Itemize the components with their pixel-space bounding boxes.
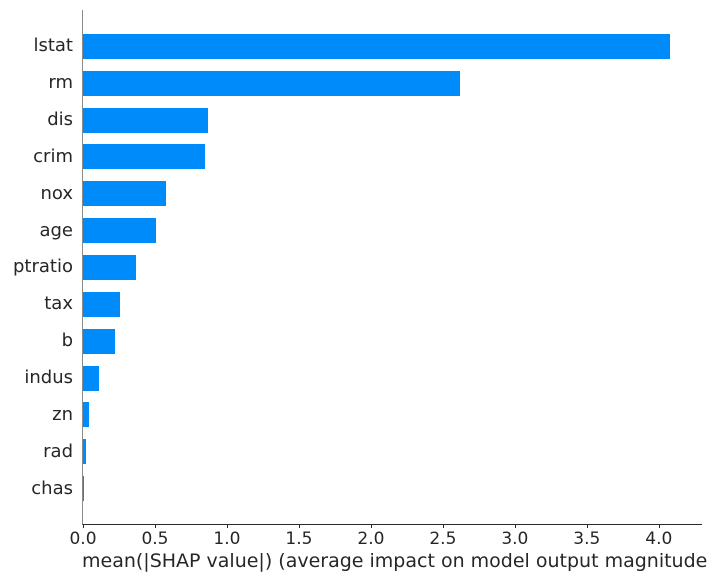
x-axis-ticks: 0.0 0.5 1.0 1.5 2.0 2.5 3.0 3.5 4.0 bbox=[69, 10, 702, 548]
feature-row-age: age bbox=[39, 212, 702, 249]
xtick-label-2.0: 2.0 bbox=[357, 529, 385, 549]
bar-nox bbox=[83, 181, 167, 207]
xtick-label-1.5: 1.5 bbox=[285, 529, 313, 549]
feature-row-nox: nox bbox=[40, 175, 702, 212]
xtick-label-0.5: 0.5 bbox=[141, 529, 169, 549]
xtick-mark-1.5 bbox=[298, 524, 300, 528]
feature-row-lstat: lstat bbox=[33, 28, 702, 65]
bar-tax bbox=[83, 291, 121, 317]
ytick-label-zn: zn bbox=[52, 403, 73, 425]
xtick-label-3.0: 3.0 bbox=[501, 529, 529, 549]
xtick-mark-3.5 bbox=[586, 524, 588, 528]
ytick-label-rm: rm bbox=[48, 72, 73, 94]
ytick-label-dis: dis bbox=[47, 109, 73, 131]
feature-row-crim: crim bbox=[33, 139, 702, 176]
xtick-label-0.0: 0.0 bbox=[69, 529, 97, 549]
xtick-label-4.0: 4.0 bbox=[645, 529, 673, 549]
xtick-mark-0.5 bbox=[154, 524, 156, 528]
plot-area: lstat rm dis crim nox age ptratio tax b indus zn ra… bbox=[13, 10, 702, 548]
bar-rm bbox=[83, 70, 461, 96]
feature-row-indus: indus bbox=[24, 360, 702, 397]
ytick-label-nox: nox bbox=[40, 182, 73, 204]
xtick-label-2.5: 2.5 bbox=[429, 529, 457, 549]
xtick-label-3.5: 3.5 bbox=[573, 529, 601, 549]
x-axis-label: mean(|SHAP value|) (average impact on mo… bbox=[82, 550, 709, 572]
feature-row-ptratio: ptratio bbox=[13, 249, 702, 286]
ytick-label-rad: rad bbox=[43, 440, 73, 462]
ytick-label-lstat: lstat bbox=[33, 35, 73, 57]
ytick-label-chas: chas bbox=[31, 477, 73, 499]
bar-crim bbox=[83, 144, 206, 170]
bar-rad bbox=[83, 439, 86, 465]
xtick-mark-1.0 bbox=[226, 524, 228, 528]
bar-indus bbox=[83, 365, 99, 391]
bars-container: lstat rm dis crim nox age ptratio tax b indus zn ra… bbox=[13, 10, 702, 524]
xtick-mark-2.0 bbox=[370, 524, 372, 528]
feature-row-tax: tax bbox=[44, 286, 702, 323]
ytick-label-b: b bbox=[61, 330, 73, 352]
feature-row-rad: rad bbox=[43, 433, 702, 470]
xtick-mark-3.0 bbox=[514, 524, 516, 528]
xtick-mark-4.0 bbox=[658, 524, 660, 528]
feature-row-rm: rm bbox=[48, 65, 702, 102]
ytick-label-ptratio: ptratio bbox=[13, 256, 73, 278]
xtick-mark-0.0 bbox=[83, 524, 84, 528]
xtick-label-1.0: 1.0 bbox=[213, 529, 241, 549]
feature-row-zn: zn bbox=[52, 396, 702, 433]
ytick-label-indus: indus bbox=[24, 367, 73, 389]
bar-dis bbox=[83, 107, 209, 133]
feature-row-dis: dis bbox=[47, 102, 702, 139]
bar-age bbox=[83, 218, 157, 244]
bar-lstat bbox=[83, 33, 671, 59]
ytick-label-crim: crim bbox=[33, 145, 73, 167]
bar-b bbox=[83, 328, 115, 354]
ytick-label-tax: tax bbox=[44, 293, 73, 315]
xtick-mark-2.5 bbox=[442, 524, 444, 528]
bar-ptratio bbox=[83, 254, 137, 280]
bar-zn bbox=[83, 402, 89, 428]
bar-chas bbox=[83, 476, 85, 502]
feature-row-chas: chas bbox=[31, 470, 702, 507]
feature-row-b: b bbox=[62, 323, 702, 360]
ytick-label-age: age bbox=[39, 219, 73, 241]
